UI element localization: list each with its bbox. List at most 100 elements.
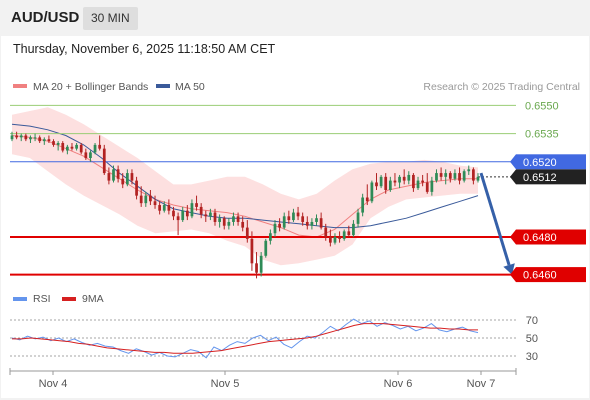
- support-level-tag: [516, 229, 586, 245]
- support-level-tag: [516, 267, 586, 283]
- forecast-arrow-shaft: [479, 172, 511, 266]
- candle-body: [370, 182, 374, 202]
- rsi-legend-swatch: [13, 297, 27, 301]
- candle-body: [218, 218, 221, 222]
- candle-body: [328, 237, 332, 243]
- rsi-ma-legend-swatch: [62, 297, 76, 301]
- rsi-tick-label: 50: [526, 333, 538, 345]
- candle-body: [185, 210, 189, 217]
- candle-body: [444, 173, 448, 177]
- candle-body: [393, 180, 397, 183]
- candle-body: [448, 173, 452, 179]
- candle-body: [356, 212, 360, 224]
- price-plot: [10, 104, 516, 279]
- candle-body: [190, 203, 194, 217]
- candle-body: [213, 212, 217, 222]
- timestamp: Thursday, November 6, 2025 11:18:50 AM C…: [13, 42, 276, 56]
- last-price-label: 0.6512: [523, 172, 557, 184]
- candle-body: [84, 152, 88, 159]
- candle-body: [301, 216, 305, 222]
- x-tick-label: Nov 5: [211, 378, 240, 390]
- candle-body: [361, 197, 365, 213]
- candle-body: [130, 173, 134, 181]
- last-price-tag-pointer: [510, 169, 516, 185]
- candle-body: [116, 169, 120, 179]
- candle-body: [407, 174, 411, 181]
- support-level-label: 0.6460: [523, 270, 557, 282]
- candle-body: [264, 240, 268, 256]
- ma20-legend-swatch: [13, 84, 27, 88]
- candle-body: [19, 135, 23, 138]
- candle-body: [342, 231, 346, 239]
- candle-body: [98, 144, 102, 149]
- candle-body: [241, 221, 245, 228]
- candle-body: [352, 223, 355, 236]
- x-tick-label: Nov 6: [384, 378, 413, 390]
- candle-body: [15, 135, 18, 138]
- candle-body: [245, 227, 249, 239]
- candle-body: [453, 173, 457, 179]
- candle-body: [296, 212, 300, 217]
- candle-body: [430, 180, 434, 192]
- bollinger-band: [12, 107, 478, 266]
- rsi-plot: 70 50 30: [10, 315, 538, 363]
- candle-body: [172, 210, 175, 217]
- symbol-label: AUD/USD: [11, 9, 80, 26]
- candle-body: [425, 182, 429, 192]
- rsi-ma-legend-label: 9MA: [82, 293, 104, 305]
- ma20-line: [11, 135, 478, 238]
- candle-body: [379, 176, 383, 187]
- candle-body: [421, 180, 425, 183]
- rsi-legend-label: RSI: [33, 293, 51, 305]
- candle-body: [398, 176, 401, 183]
- candle-body: [365, 197, 369, 202]
- candle-body: [199, 206, 203, 215]
- x-tick-label: Nov 7: [467, 378, 496, 390]
- level-labels: 0.6550 0.6535 0.6520 0.6480 0.6460 0.6512: [510, 100, 586, 283]
- credit-text: Research © 2025 Trading Central: [423, 81, 580, 93]
- candle-body: [176, 216, 180, 221]
- candle-body: [38, 137, 42, 142]
- candle-body: [139, 195, 143, 204]
- candle-body: [384, 176, 388, 190]
- candle-body: [402, 176, 406, 181]
- candle-body: [273, 223, 277, 234]
- candle-body: [162, 205, 166, 211]
- candle-body: [319, 218, 323, 228]
- rsi-ma-line: [12, 323, 478, 354]
- candle-body: [315, 218, 318, 222]
- candle-body: [149, 195, 152, 202]
- x-axis: Nov 4 Nov 5 Nov 6 Nov 7: [9, 368, 517, 390]
- forecast-arrow-head: [503, 263, 515, 275]
- header-bar: AUD/USD 30 MIN: [0, 0, 590, 36]
- candle-body: [42, 139, 46, 142]
- candle-body: [158, 205, 162, 211]
- candle-body: [195, 203, 198, 207]
- candle-body: [435, 173, 438, 181]
- candle-body: [47, 139, 51, 142]
- candle-body: [305, 221, 309, 226]
- candle-body: [259, 255, 263, 273]
- candle-body: [333, 237, 337, 243]
- candle-body: [121, 178, 125, 185]
- pivot-level-label: 0.6520: [523, 157, 557, 169]
- timeframe-button[interactable]: 30 MIN: [83, 7, 138, 30]
- candle-body: [292, 212, 295, 221]
- candle-body: [144, 195, 148, 204]
- candle-body: [338, 237, 341, 239]
- candle-body: [458, 173, 461, 181]
- candle-body: [324, 227, 328, 237]
- candle-body: [375, 182, 378, 187]
- candle-body: [310, 221, 314, 226]
- candle-body: [278, 223, 281, 228]
- candle-body: [75, 144, 78, 149]
- candle-body: [10, 135, 14, 140]
- candle-body: [181, 210, 185, 221]
- ma50-line: [11, 123, 479, 229]
- candle-body: [462, 171, 466, 181]
- candle-body: [222, 218, 226, 226]
- ma50-legend-label: MA 50: [175, 81, 205, 93]
- candle-body: [476, 176, 480, 181]
